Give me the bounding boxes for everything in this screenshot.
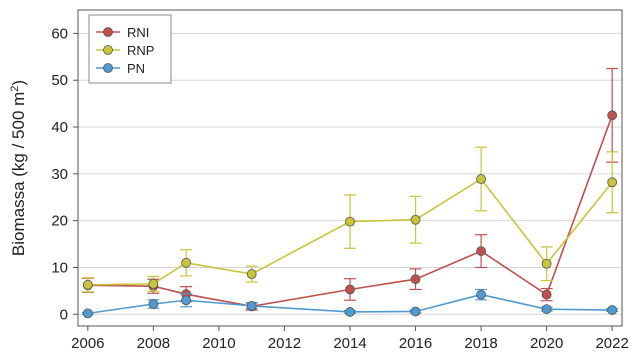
y-axis-label: Biomassa (kg / 500 m2) <box>9 80 28 256</box>
legend-label: PN <box>127 61 145 76</box>
data-point <box>148 278 159 289</box>
x-tick-label: 2022 <box>595 335 628 352</box>
data-point <box>148 299 159 309</box>
data-point <box>607 177 618 188</box>
data-point <box>410 214 421 225</box>
data-point <box>476 289 486 300</box>
data-point <box>476 174 486 184</box>
data-point <box>345 307 355 317</box>
x-tick-label: 2018 <box>464 335 497 352</box>
y-tick-label: 0 <box>60 306 68 323</box>
y-tick-label: 60 <box>51 25 68 42</box>
legend-marker <box>103 27 113 37</box>
data-point <box>541 258 552 269</box>
data-point <box>246 300 257 311</box>
data-point <box>82 308 93 319</box>
legend-label: RNI <box>127 25 149 40</box>
data-point <box>82 279 93 290</box>
data-point <box>410 306 421 317</box>
data-point <box>246 269 257 279</box>
data-point <box>607 110 618 121</box>
legend-marker <box>103 45 113 55</box>
legend-box <box>88 14 172 84</box>
data-point <box>541 304 552 315</box>
data-point <box>541 289 552 300</box>
series <box>81 67 619 319</box>
data-point <box>607 305 618 315</box>
legend-marker <box>103 63 113 73</box>
y-axis-label-superscript: 2 <box>9 86 21 92</box>
y-tick-label: 20 <box>51 213 68 230</box>
data-point <box>181 257 192 268</box>
x-tick-label: 2006 <box>71 335 104 352</box>
x-tick-label: 2008 <box>137 335 170 352</box>
legend-label: RNP <box>127 43 154 58</box>
axes: 0 10 20 30 40 50 60 2006 2008 2010 2012 2014 2016 201… <box>51 25 629 352</box>
y-tick-label: 40 <box>51 119 68 136</box>
y-tick-label: 10 <box>51 259 68 276</box>
x-tick-label: 2016 <box>399 335 432 352</box>
series-pn <box>81 288 619 319</box>
data-point <box>181 295 192 306</box>
data-point <box>410 274 421 285</box>
data-point <box>345 216 355 227</box>
legend: RNI RNP PN <box>88 14 172 84</box>
x-tick-label: 2010 <box>202 335 235 352</box>
x-tick-label: 2014 <box>333 335 366 352</box>
data-point <box>476 246 486 256</box>
data-point <box>345 284 355 295</box>
series-rnp <box>81 146 619 293</box>
y-tick-label: 30 <box>51 166 68 183</box>
x-tick-label: 2020 <box>530 335 563 352</box>
series-rni <box>81 67 619 312</box>
y-tick-label: 50 <box>51 72 68 89</box>
x-tick-label: 2012 <box>268 335 301 352</box>
